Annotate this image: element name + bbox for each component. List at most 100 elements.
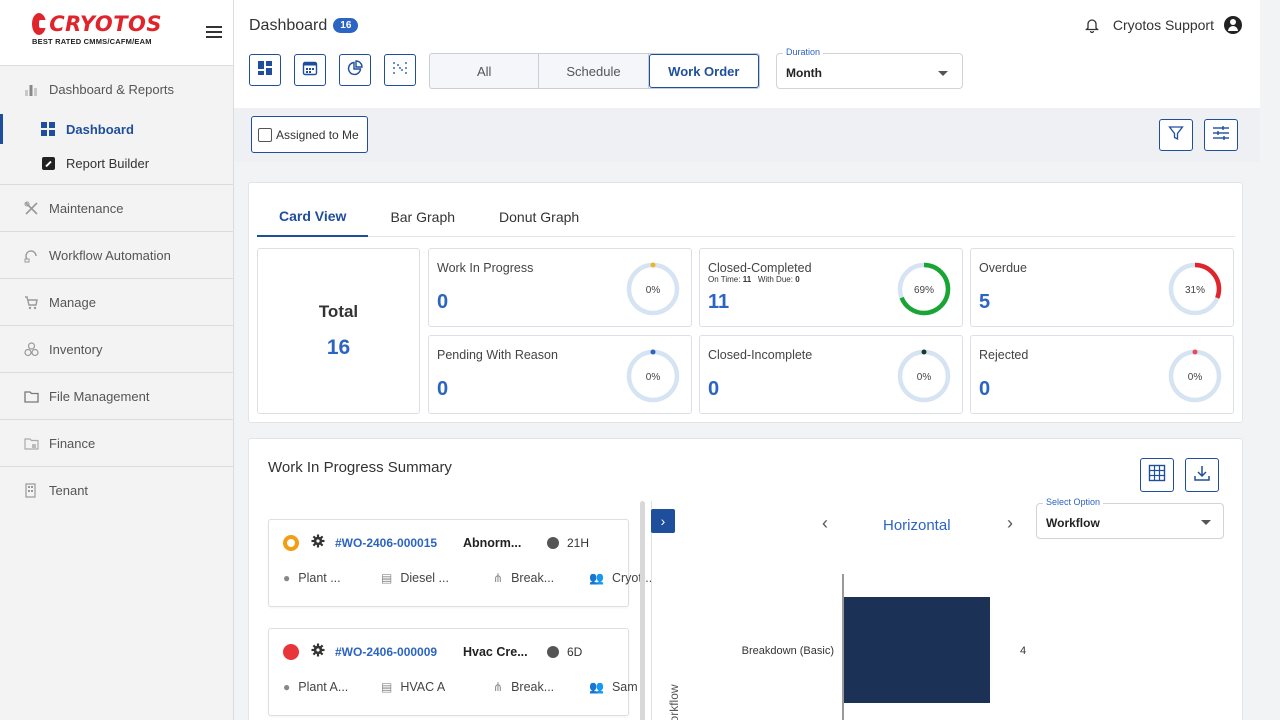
expand-chart-button[interactable]: › — [651, 509, 675, 533]
duration-select[interactable]: Duration Month — [776, 47, 963, 89]
work-order-name: Hvac Cre... — [463, 644, 528, 659]
ring-percent-label: 0% — [646, 285, 661, 296]
stat-card-closed-incomplete[interactable]: Closed-Incomplete 0 0% — [699, 335, 963, 414]
nav-item-label: Manage — [49, 294, 96, 310]
asset-icon: ▤ — [381, 680, 393, 694]
segment-schedule[interactable]: Schedule — [539, 54, 649, 88]
boxes-icon — [22, 341, 40, 357]
grid-layout-icon — [257, 60, 273, 81]
ring-percent-label: 0% — [1188, 372, 1203, 383]
nav-item-manage[interactable]: Manage — [0, 279, 233, 325]
list-scrollbar[interactable] — [640, 501, 645, 720]
tools-icon — [22, 200, 40, 216]
nav-item-tenant[interactable]: Tenant — [0, 467, 233, 513]
stat-card-overdue[interactable]: Overdue 5 31% — [970, 248, 1234, 327]
duration-value: Month — [786, 66, 822, 80]
status-indicator-icon — [283, 643, 299, 660]
filter-button[interactable] — [1159, 119, 1193, 151]
logo[interactable]: CRYOTOS BEST RATED CMMS/CAFM/EAM — [32, 12, 162, 46]
stat-card-rejected[interactable]: Rejected 0 0% — [970, 335, 1234, 414]
work-order-id[interactable]: #WO-2406-000015 — [335, 535, 438, 550]
chevron-right-icon: › — [1007, 513, 1013, 533]
nav-item-inventory[interactable]: Inventory — [0, 326, 233, 372]
segment-all[interactable]: All — [430, 54, 540, 88]
assigned-checkbox[interactable] — [258, 127, 272, 142]
total-card[interactable]: Total 16 — [257, 248, 420, 414]
nav-item-label: Workflow Automation — [49, 247, 171, 263]
gear-icon — [311, 643, 325, 660]
with-due-label: With Due: — [757, 275, 793, 284]
menu-toggle-icon[interactable] — [206, 26, 222, 38]
work-order-id[interactable]: #WO-2406-000009 — [335, 644, 438, 659]
dashboard-view-button[interactable] — [249, 54, 281, 86]
segment-work-order[interactable]: Work Order — [648, 54, 759, 88]
sidebar: CRYOTOS BEST RATED CMMS/CAFM/EAM Dashboa… — [0, 0, 234, 720]
wip-summary-panel: Work In Progress Summary #WO-2406-000015… — [248, 438, 1243, 720]
work-order-age: 21H — [567, 535, 590, 550]
stat-value: 0 — [708, 378, 720, 400]
total-value: 16 — [326, 336, 351, 359]
nav-item-label: Finance — [49, 435, 96, 451]
chart-prev-button[interactable]: ‹ — [822, 513, 828, 534]
stat-subtext: On Time: 11 With Due: 0 — [708, 275, 800, 284]
work-order-card[interactable]: #WO-2406-000009 Hvac Cre... 6D ● Plant A... ▤… — [268, 628, 638, 716]
nav-section-inventory: Inventory — [0, 326, 233, 373]
stat-card-pending-with-reason[interactable]: Pending With Reason 0 0% — [428, 335, 692, 414]
stat-title: Overdue — [979, 261, 1027, 275]
chart-bar[interactable] — [844, 597, 990, 703]
chart-divider — [651, 501, 652, 720]
nav-item-dashboard-reports[interactable]: Dashboard & Reports — [0, 66, 233, 112]
progress-ring: 69% — [897, 262, 951, 316]
team-icon: 👥 — [589, 680, 604, 694]
filter-icon — [1168, 125, 1184, 146]
chevron-down-icon — [938, 71, 948, 76]
workflow-icon — [22, 247, 40, 263]
nav-section-file-management: File Management — [0, 373, 233, 420]
count-badge: 16 — [333, 18, 359, 33]
view-tabs: Card View Bar Graph Donut Graph — [257, 197, 1235, 237]
settings-sliders-button[interactable] — [1204, 119, 1238, 151]
on-time-value: 11 — [742, 275, 752, 284]
nav-item-dashboard[interactable]: Dashboard — [0, 112, 233, 146]
chart-view-button[interactable] — [339, 54, 371, 86]
tab-bar-graph[interactable]: Bar Graph — [390, 209, 456, 225]
tab-card-view[interactable]: Card View — [257, 197, 369, 237]
assigned-to-me-toggle[interactable]: Assigned to Me — [251, 116, 368, 153]
folder-icon — [22, 388, 40, 404]
chevron-right-icon: › — [660, 513, 666, 529]
ring-percent-label: 0% — [917, 372, 932, 383]
wip-bar-chart: Breakdown (Basic) 4 Workflow — [667, 574, 1026, 720]
user-avatar-icon[interactable] — [1224, 16, 1242, 34]
group-by-select[interactable]: Select Option Workflow — [1036, 497, 1224, 539]
dashboard-grid-icon — [40, 121, 56, 137]
user-name[interactable]: Cryotos Support — [1112, 17, 1214, 33]
sliders-icon — [1212, 125, 1230, 146]
calendar-view-button[interactable] — [294, 54, 326, 86]
gear-icon — [311, 534, 325, 551]
work-order-name: Abnorm... — [463, 535, 522, 550]
nav-item-file-management[interactable]: File Management — [0, 373, 233, 419]
table-view-button[interactable] — [1140, 458, 1174, 492]
location-pin-icon: ● — [283, 571, 291, 585]
ring-progress-dot — [650, 349, 656, 355]
nav-item-label: Dashboard — [66, 121, 134, 137]
nav-item-finance[interactable]: Finance — [0, 420, 233, 466]
nav-item-report-builder[interactable]: Report Builder — [0, 146, 233, 180]
bell-icon[interactable] — [1084, 18, 1099, 33]
nav-item-maintenance[interactable]: Maintenance — [0, 185, 233, 231]
download-button[interactable] — [1185, 458, 1219, 492]
tab-donut-graph[interactable]: Donut Graph — [499, 209, 580, 225]
chart-next-button[interactable]: › — [1007, 513, 1013, 534]
work-order-type: Break... — [511, 571, 555, 585]
table-icon — [1148, 464, 1166, 487]
stat-card-work-in-progress[interactable]: Work In Progress 0 0% — [428, 248, 692, 327]
stat-title: Closed-Completed — [708, 261, 812, 275]
ring-progress-dot — [921, 349, 927, 355]
nav-item-workflow-automation[interactable]: Workflow Automation — [0, 232, 233, 278]
page-title: Dashboard 16 — [249, 17, 359, 35]
timeline-view-button[interactable] — [384, 54, 416, 86]
chart-category-label: Breakdown (Basic) — [742, 645, 834, 657]
work-order-card[interactable]: #WO-2406-000015 Abnorm... 21H ● Plant ... ▤ Di… — [268, 519, 652, 607]
assigned-label: Assigned to Me — [276, 127, 359, 142]
